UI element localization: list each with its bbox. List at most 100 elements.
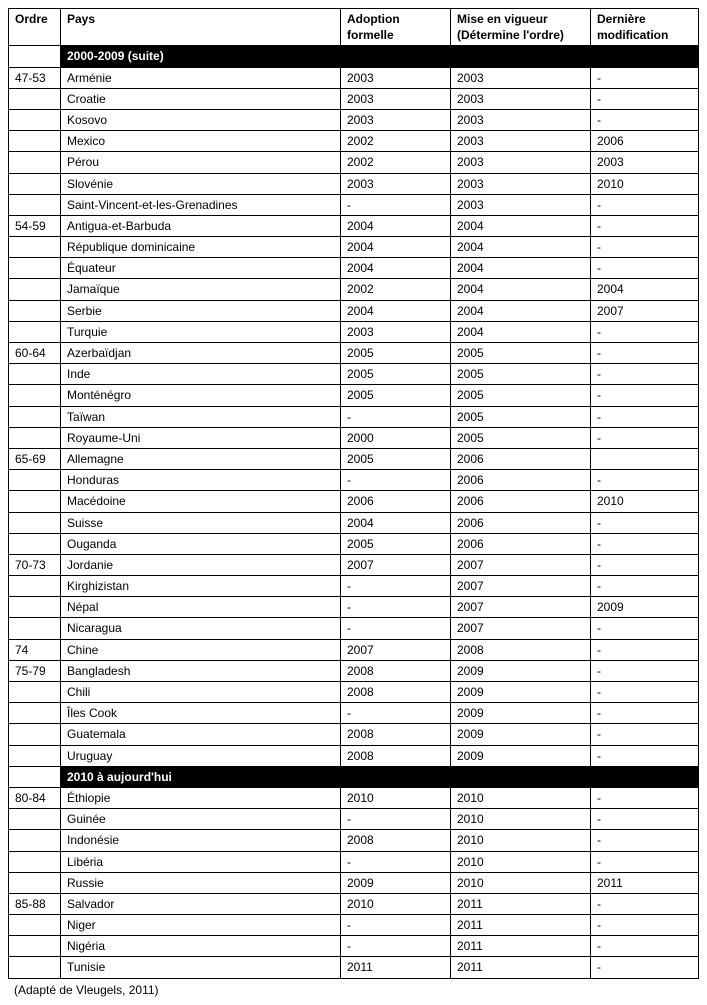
section-ordre [9,766,61,787]
cell-adopt: 2004 [341,512,451,533]
section-label: 2000-2009 (suite) [61,46,699,67]
cell-adopt: 2007 [341,639,451,660]
cell-pays: Jordanie [61,554,341,575]
cell-adopt: 2005 [341,343,451,364]
table-row: Nigéria-2011- [9,936,699,957]
cell-ordre [9,194,61,215]
cell-ordre [9,682,61,703]
cell-adopt: 2006 [341,491,451,512]
cell-pays: Serbie [61,300,341,321]
cell-modif: - [591,576,699,597]
cell-vigueur: 2010 [451,830,591,851]
table-row: Taïwan-2005- [9,406,699,427]
table-row: 47-53Arménie20032003- [9,67,699,88]
cell-pays: Guinée [61,809,341,830]
cell-ordre [9,597,61,618]
cell-vigueur: 2007 [451,597,591,618]
cell-adopt: - [341,703,451,724]
cell-modif: - [591,533,699,554]
cell-modif: - [591,915,699,936]
cell-modif: - [591,385,699,406]
cell-vigueur: 2007 [451,618,591,639]
cell-vigueur: 2007 [451,554,591,575]
cell-modif: - [591,639,699,660]
cell-ordre [9,152,61,173]
cell-ordre [9,618,61,639]
cell-vigueur: 2011 [451,957,591,978]
cell-pays: Uruguay [61,745,341,766]
table-row: Monténégro20052005- [9,385,699,406]
table-row: Slovénie200320032010 [9,173,699,194]
table-row: Turquie20032004- [9,321,699,342]
cell-adopt: 2004 [341,258,451,279]
cell-ordre: 54-59 [9,215,61,236]
cell-modif: - [591,321,699,342]
cell-adopt: 2005 [341,533,451,554]
cell-adopt: 2000 [341,427,451,448]
cell-pays: Libéria [61,851,341,872]
cell-vigueur: 2005 [451,385,591,406]
col-adopt: Adoption formelle [341,9,451,46]
cell-vigueur: 2010 [451,787,591,808]
cell-modif: - [591,809,699,830]
cell-vigueur: 2004 [451,258,591,279]
table-row: 70-73Jordanie20072007- [9,554,699,575]
table-row: Guatemala20082009- [9,724,699,745]
cell-adopt: - [341,809,451,830]
cell-adopt: 2007 [341,554,451,575]
cell-adopt: 2010 [341,893,451,914]
table-row: Suisse20042006- [9,512,699,533]
cell-modif: 2010 [591,491,699,512]
cell-vigueur: 2006 [451,470,591,491]
cell-ordre [9,131,61,152]
table-row: Kosovo20032003- [9,109,699,130]
cell-vigueur: 2005 [451,343,591,364]
table-row: Indonésie20082010- [9,830,699,851]
cell-adopt: 2008 [341,660,451,681]
cell-modif: - [591,703,699,724]
cell-modif: - [591,957,699,978]
cell-adopt: 2003 [341,109,451,130]
cell-modif: - [591,851,699,872]
cell-adopt: 2003 [341,173,451,194]
table-row: Russie200920102011 [9,872,699,893]
cell-vigueur: 2011 [451,893,591,914]
cell-ordre [9,237,61,258]
cell-ordre [9,173,61,194]
cell-ordre [9,491,61,512]
table-row: Équateur20042004- [9,258,699,279]
cell-ordre [9,533,61,554]
cell-modif: - [591,745,699,766]
cell-adopt: - [341,618,451,639]
cell-vigueur: 2003 [451,88,591,109]
cell-pays: Arménie [61,67,341,88]
cell-adopt: 2008 [341,745,451,766]
cell-pays: Inde [61,364,341,385]
table-row: Niger-2011- [9,915,699,936]
cell-modif: - [591,682,699,703]
table-row: Kirghizistan-2007- [9,576,699,597]
table-row: Serbie200420042007 [9,300,699,321]
cell-vigueur: 2006 [451,533,591,554]
cell-modif: - [591,237,699,258]
table-row: Mexico200220032006 [9,131,699,152]
cell-pays: Tunisie [61,957,341,978]
cell-adopt: 2011 [341,957,451,978]
cell-vigueur: 2010 [451,872,591,893]
cell-vigueur: 2011 [451,936,591,957]
cell-adopt: - [341,915,451,936]
table-row: République dominicaine20042004- [9,237,699,258]
table-row: 54-59Antigua-et-Barbuda20042004- [9,215,699,236]
cell-pays: Nicaragua [61,618,341,639]
cell-adopt: 2003 [341,88,451,109]
col-ordre: Ordre [9,9,61,46]
table-row: Jamaïque200220042004 [9,279,699,300]
cell-adopt: 2004 [341,215,451,236]
cell-vigueur: 2009 [451,745,591,766]
cell-vigueur: 2003 [451,131,591,152]
cell-ordre [9,279,61,300]
cell-pays: Jamaïque [61,279,341,300]
cell-modif: - [591,724,699,745]
cell-adopt: 2003 [341,67,451,88]
cell-adopt: 2004 [341,300,451,321]
